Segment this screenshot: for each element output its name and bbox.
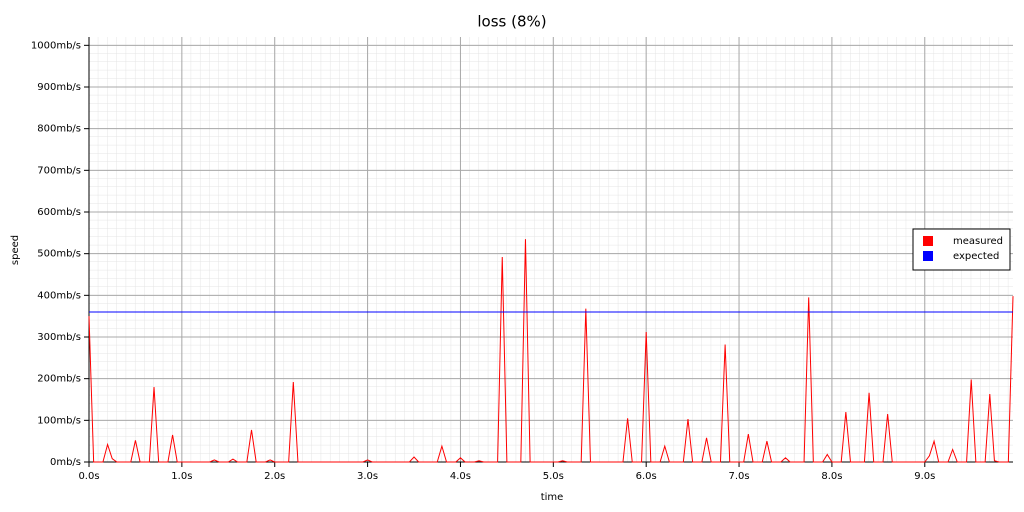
y-tick-label: 0mb/s	[50, 457, 81, 468]
y-tick-label: 800mb/s	[37, 124, 81, 135]
x-tick-label: 4.0s	[450, 471, 471, 482]
legend-label: expected	[953, 251, 999, 262]
x-tick-label: 3.0s	[357, 471, 378, 482]
y-tick-label: 300mb/s	[37, 332, 81, 343]
y-tick-label: 900mb/s	[37, 82, 81, 93]
x-tick-label: 2.0s	[264, 471, 285, 482]
y-axis-label: speed	[10, 235, 21, 265]
y-tick-label: 200mb/s	[37, 374, 81, 385]
y-tick-label: 1000mb/s	[31, 40, 81, 51]
y-tick-label: 700mb/s	[37, 165, 81, 176]
legend-label: measured	[953, 236, 1003, 247]
legend-swatch	[923, 236, 933, 246]
series-line	[88, 239, 1014, 463]
x-tick-label: 0.0s	[78, 471, 99, 482]
x-axis-label: time	[541, 492, 564, 503]
x-tick-label: 6.0s	[636, 471, 657, 482]
x-tick-label: 5.0s	[543, 471, 564, 482]
y-tick-label: 100mb/s	[37, 415, 81, 426]
y-tick-label: 600mb/s	[37, 207, 81, 218]
y-tick-label: 400mb/s	[37, 290, 81, 301]
x-tick-label: 1.0s	[171, 471, 192, 482]
legend-box	[912, 228, 1011, 271]
x-tick-label: 8.0s	[821, 471, 842, 482]
x-tick-label: 9.0s	[914, 471, 935, 482]
minor-grid-area	[89, 37, 1013, 462]
chart-title: loss (8%)	[477, 13, 546, 31]
y-tick-label: 500mb/s	[37, 249, 81, 260]
x-tick-label: 7.0s	[728, 471, 749, 482]
legend-swatch	[923, 251, 933, 261]
